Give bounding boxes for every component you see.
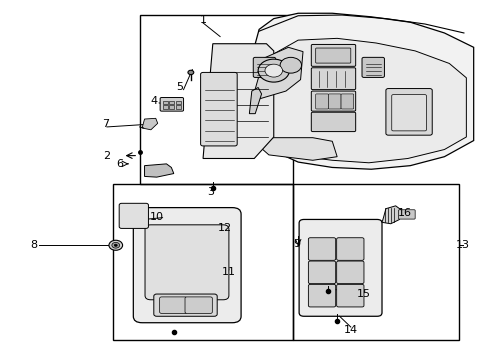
FancyBboxPatch shape [336,238,363,260]
FancyBboxPatch shape [311,112,355,132]
Circle shape [112,242,120,248]
FancyBboxPatch shape [159,297,186,314]
FancyBboxPatch shape [311,91,355,111]
Bar [163,105,167,109]
FancyBboxPatch shape [119,203,148,228]
FancyBboxPatch shape [315,48,350,63]
FancyBboxPatch shape [154,294,217,316]
Text: 9: 9 [293,239,300,249]
Text: 1: 1 [199,15,206,26]
Text: 2: 2 [103,150,110,161]
Bar [163,101,167,104]
Polygon shape [244,13,473,169]
Text: 13: 13 [455,240,469,250]
FancyBboxPatch shape [340,94,353,109]
Polygon shape [249,87,261,114]
FancyBboxPatch shape [391,95,426,131]
Text: 12: 12 [218,224,232,233]
FancyBboxPatch shape [328,94,340,109]
Bar [175,105,180,109]
FancyBboxPatch shape [398,210,414,219]
Polygon shape [381,206,400,224]
FancyBboxPatch shape [299,220,381,316]
FancyBboxPatch shape [336,284,363,307]
Circle shape [264,64,282,77]
Text: 15: 15 [356,289,370,299]
Polygon shape [144,164,173,177]
Polygon shape [203,44,273,158]
Circle shape [258,59,289,82]
Bar [169,101,174,104]
FancyBboxPatch shape [315,94,328,109]
Text: 3: 3 [206,187,213,197]
Polygon shape [251,47,303,101]
Bar [169,105,174,109]
FancyBboxPatch shape [308,238,335,260]
FancyBboxPatch shape [160,98,183,111]
Text: 10: 10 [149,212,163,221]
Circle shape [280,57,301,73]
Polygon shape [249,39,466,163]
FancyBboxPatch shape [200,72,237,146]
Bar [175,101,180,104]
Bar [113,184,293,339]
FancyBboxPatch shape [184,297,212,314]
FancyBboxPatch shape [308,261,335,284]
Polygon shape [249,138,336,160]
FancyBboxPatch shape [336,261,363,284]
FancyBboxPatch shape [145,225,228,300]
Circle shape [187,70,193,75]
FancyBboxPatch shape [361,57,384,77]
Text: 6: 6 [117,158,123,168]
Text: 11: 11 [222,267,235,277]
FancyBboxPatch shape [311,44,355,66]
Text: 14: 14 [343,325,357,334]
FancyBboxPatch shape [385,89,431,135]
Polygon shape [142,118,158,130]
Text: 8: 8 [30,240,38,250]
Bar [293,184,458,339]
Text: 16: 16 [397,208,410,218]
FancyBboxPatch shape [311,68,355,90]
FancyBboxPatch shape [253,57,275,77]
Circle shape [109,240,122,250]
FancyBboxPatch shape [308,284,335,307]
Circle shape [114,244,117,246]
Text: 5: 5 [176,82,183,93]
FancyBboxPatch shape [133,208,241,323]
Text: 7: 7 [102,120,109,129]
Text: 4: 4 [150,96,158,106]
Bar [140,15,293,184]
